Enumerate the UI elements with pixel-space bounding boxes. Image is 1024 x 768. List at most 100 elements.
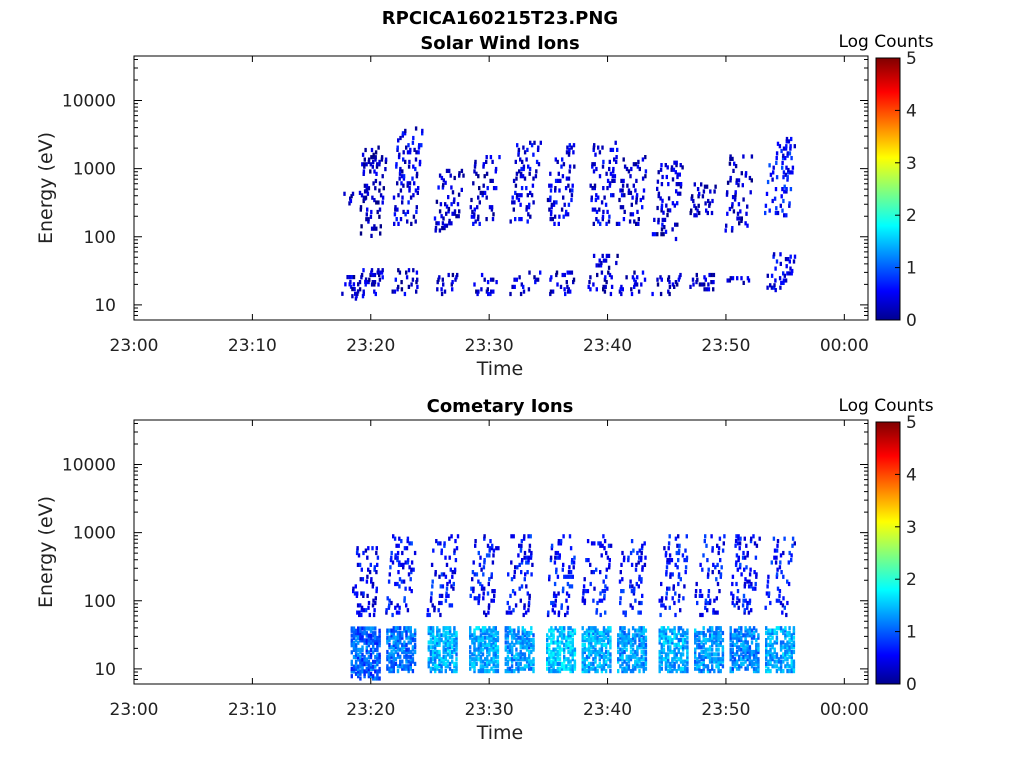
spectrogram-pixel	[653, 217, 656, 222]
spectrogram-pixel	[746, 603, 749, 608]
spectrogram-pixel	[469, 649, 472, 655]
spectrogram-pixel	[552, 633, 555, 638]
spectrogram-pixel	[738, 565, 742, 570]
spectrogram-pixel	[444, 574, 448, 579]
spectrogram-pixel	[662, 640, 666, 645]
spectrogram-pixel	[455, 214, 458, 219]
spectrogram-pixel	[429, 598, 433, 603]
spectrogram-pixel	[791, 170, 794, 175]
spectrogram-pixel	[427, 628, 430, 633]
spectrogram-pixel	[755, 574, 758, 579]
spectrogram-pixel	[492, 654, 495, 659]
spectrogram-pixel	[641, 270, 645, 275]
spectrogram-pixel	[570, 584, 574, 589]
spectrogram-pixel	[679, 669, 683, 674]
spectrogram-pixel	[370, 577, 373, 582]
spectrogram-pixel	[642, 635, 645, 640]
spectrogram-pixel	[352, 664, 356, 669]
spectrogram-pixel	[629, 669, 633, 674]
spectrogram-pixel	[600, 666, 604, 671]
spectrogram-pixel	[790, 654, 793, 659]
spectrogram-pixel	[757, 669, 760, 674]
spectrogram-pixel	[567, 659, 570, 664]
spectrogram-pixel	[569, 635, 572, 640]
spectrogram-pixel	[609, 645, 612, 650]
spectrogram-pixel	[431, 630, 435, 636]
spectrogram-pixel	[752, 635, 756, 640]
spectrogram-pixel	[676, 174, 679, 180]
spectrogram-pixel	[703, 275, 706, 280]
spectrogram-pixel	[784, 645, 787, 650]
spectrogram-pixel	[667, 546, 670, 551]
spectrogram-pixel	[479, 645, 483, 650]
spectrogram-pixel	[492, 647, 495, 652]
spectrogram-pixel	[634, 654, 637, 659]
spectrogram-pixel	[776, 210, 780, 216]
spectrogram-pixel	[742, 593, 746, 598]
spectrogram-pixel	[673, 630, 676, 636]
x-tick-label: 23:40	[583, 700, 632, 720]
spectrogram-pixel	[774, 278, 777, 283]
spectrogram-pixel	[532, 200, 535, 205]
spectrogram-pixel	[512, 608, 515, 613]
spectrogram-pixel	[775, 659, 779, 664]
spectrogram-pixel	[357, 626, 360, 631]
spectrogram-pixel	[691, 277, 695, 282]
spectrogram-pixel	[475, 596, 479, 601]
spectrogram-pixel	[634, 638, 637, 643]
spectrogram-pixel	[370, 282, 374, 287]
spectrogram-pixel	[737, 536, 740, 541]
spectrogram-pixel	[396, 181, 399, 186]
spectrogram-pixel	[721, 548, 725, 553]
spectrogram-pixel	[660, 205, 663, 211]
spectrogram-pixel	[413, 147, 416, 152]
spectrogram-pixel	[490, 659, 493, 664]
spectrogram-pixel	[677, 647, 680, 652]
spectrogram-pixel	[568, 147, 571, 152]
spectrogram-pixel	[674, 536, 678, 541]
spectrogram-pixel	[441, 584, 445, 589]
spectrogram-pixel	[401, 647, 404, 652]
spectrogram-pixel	[638, 166, 641, 172]
spectrogram-pixel	[621, 669, 624, 674]
spectrogram-pixel	[527, 600, 531, 606]
spectrogram-pixel	[429, 633, 433, 638]
spectrogram-pixel	[792, 661, 796, 666]
spectrogram-pixel	[621, 652, 624, 657]
spectrogram-pixel	[367, 655, 371, 660]
spectrogram-pixel	[560, 628, 564, 633]
spectrogram-pixel	[606, 186, 609, 191]
spectrogram-pixel	[752, 669, 756, 674]
spectrogram-pixel	[715, 640, 718, 645]
spectrogram-pixel	[556, 628, 559, 633]
spectrogram-pixel	[427, 645, 430, 650]
spectrogram-pixel	[711, 198, 714, 204]
spectrogram-pixel	[390, 645, 393, 650]
spectrogram-pixel	[671, 657, 674, 662]
spectrogram-pixel	[613, 178, 616, 183]
spectrogram-pixel	[681, 645, 685, 650]
y-tick-label: 1000	[73, 524, 116, 544]
spectrogram-pixel	[350, 638, 353, 643]
spectrogram-pixel	[593, 207, 597, 212]
spectrogram-pixel	[512, 207, 515, 212]
spectrogram-pixel	[448, 645, 452, 650]
spectrogram-pixel	[376, 676, 379, 681]
spectrogram-pixel	[550, 275, 553, 280]
spectrogram-pixel	[359, 231, 363, 236]
spectrogram-pixel	[356, 562, 360, 567]
spectrogram-pixel	[372, 159, 375, 164]
spectrogram-pixel	[669, 649, 672, 655]
spectrogram-pixel	[666, 208, 670, 213]
spectrogram-pixel	[671, 659, 674, 664]
spectrogram-pixel	[775, 156, 778, 161]
spectrogram-pixel	[642, 649, 645, 655]
spectrogram-pixel	[605, 221, 608, 226]
spectrogram-pixel	[633, 586, 636, 591]
spectrogram-pixel	[440, 657, 443, 662]
spectrogram-pixel	[773, 649, 776, 655]
spectrogram-pixel	[399, 661, 402, 666]
spectrogram-pixel	[611, 147, 615, 152]
spectrogram-pixel	[510, 635, 514, 640]
spectrogram-pixel	[665, 174, 668, 180]
